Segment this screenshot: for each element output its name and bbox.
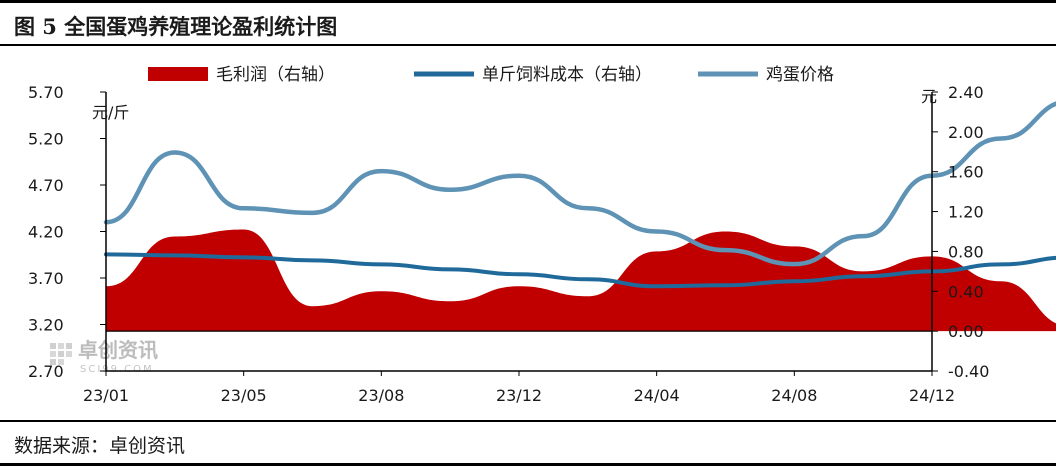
watermark-logo-icon (50, 343, 72, 365)
left-tick-label: 5.20 (28, 130, 64, 149)
left-axis-ticks: 5.70 5.20 4.70 4.20 3.70 3.20 2.70 (28, 83, 106, 381)
left-tick-label: 3.70 (28, 269, 64, 288)
legend: 毛利润（右轴） 单斤饲料成本（右轴） 鸡蛋价格 (148, 65, 834, 85)
right-tick-label: 0.80 (948, 242, 984, 261)
right-tick-label: 0.00 (948, 322, 984, 341)
watermark-site: SCI99.COM (80, 364, 154, 375)
left-axis-unit: 元/斤 (92, 103, 129, 122)
source-note: 数据来源：卓创资讯 (14, 435, 186, 457)
title-bar: 图 5 全国蛋鸡养殖理论盈利统计图 (0, 0, 1056, 46)
egg-price-line (103, 101, 1056, 267)
left-tick-label: 4.20 (28, 223, 64, 242)
right-tick-label: 1.20 (948, 203, 984, 222)
x-tick-label: 23/12 (496, 386, 542, 405)
left-tick-label: 5.70 (28, 83, 64, 102)
left-tick-label: 3.20 (28, 316, 64, 335)
left-tick-label: 4.70 (28, 176, 64, 195)
x-axis-ticks: 23/01 23/05 23/08 23/12 24/04 24/08 24/12 (83, 371, 955, 405)
legend-label: 单斤饲料成本（右轴） (482, 65, 652, 85)
x-tick-label: 23/05 (221, 386, 267, 405)
watermark: 卓创资讯 SCI99.COM (50, 338, 158, 375)
left-tick-label: 2.70 (28, 362, 64, 381)
right-tick-label: 0.40 (948, 282, 984, 301)
lines-layer (103, 101, 1056, 289)
profit-area-layer (106, 229, 1056, 332)
watermark-text: 卓创资讯 (78, 338, 158, 362)
right-axis-unit: 元 (921, 87, 937, 106)
profit-area (106, 229, 1056, 332)
right-tick-label: 1.60 (948, 163, 984, 182)
right-tick-label: 2.40 (948, 83, 984, 102)
chart-title: 图 5 全国蛋鸡养殖理论盈利统计图 (14, 14, 338, 39)
feed-cost-line (104, 252, 1056, 289)
legend-swatch-area (148, 67, 208, 81)
legend-label: 鸡蛋价格 (766, 65, 834, 85)
x-tick-label: 23/08 (358, 386, 404, 405)
x-tick-label: 23/01 (83, 386, 129, 405)
source-bar: 数据来源：卓创资讯 (0, 420, 1056, 466)
right-axis-ticks: 2.40 2.00 1.60 1.20 0.80 0.40 0.00 -0.40 (932, 83, 989, 381)
x-tick-label: 24/04 (634, 386, 680, 405)
right-tick-label: 2.00 (948, 123, 984, 142)
right-tick-label: -0.40 (948, 362, 989, 381)
x-tick-label: 24/08 (771, 386, 817, 405)
x-tick-label: 24/12 (909, 386, 955, 405)
chart-area: 卓创资讯 SCI99.COM 5.70 5.20 4.70 4.20 3.70 3.20 2… (28, 65, 1056, 405)
legend-label: 毛利润（右轴） (216, 65, 335, 85)
